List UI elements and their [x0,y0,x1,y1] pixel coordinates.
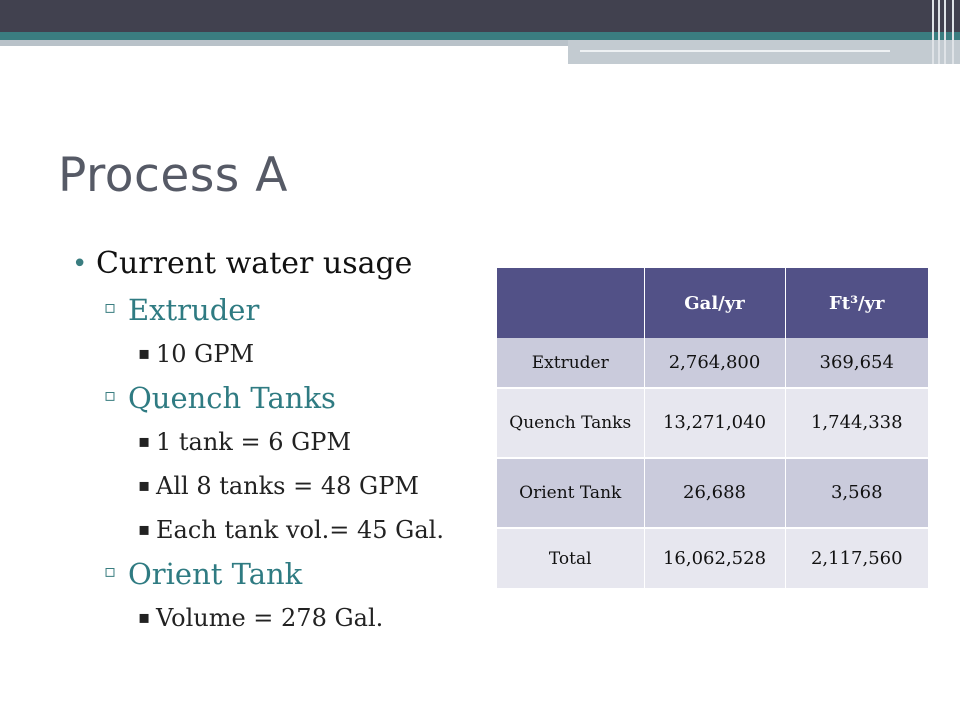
table-row: Orient Tank 26,688 3,568 [497,458,928,529]
table-cell: 2,117,560 [785,528,928,590]
table-cell: Total [497,528,645,590]
header-highlight-line [580,50,890,52]
table-header-cell: Ft³/yr [785,268,928,338]
header-grey-stripe [0,40,568,46]
bullet-text: Orient Tank [128,557,303,591]
table-cell: 1,744,338 [785,388,928,459]
bullet-text: Current water usage [96,246,413,281]
table-cell: 369,654 [785,338,928,389]
bullet-item: ▪ Volume = 278 Gal. [72,596,502,640]
table-row: Quench Tanks 13,271,040 1,744,338 [497,388,928,459]
bullet-item: ▫ Extruder [72,288,502,332]
table-cell: Orient Tank [497,458,645,529]
table-cell: 16,062,528 [644,528,786,590]
table-row: Total 16,062,528 2,117,560 [497,528,928,590]
bullet-item: ▫ Orient Tank [72,552,502,596]
bullet-marker: ▫ [104,561,117,582]
bullet-marker: ▪ [138,607,151,628]
slide-title: Process A [58,148,288,203]
bullet-item: ▪ 10 GPM [72,332,502,376]
bullet-item: • Current water usage [72,244,502,288]
bullet-text: All 8 tanks = 48 GPM [156,472,419,500]
header-grey-block [568,40,960,64]
bullet-text: 10 GPM [156,340,255,368]
bullet-text: Extruder [128,293,260,327]
bullet-text: Quench Tanks [128,381,336,415]
table-cell: Extruder [497,338,645,389]
bullet-list: • Current water usage ▫ Extruder ▪ 10 GPM ▫… [72,244,502,640]
table-header-cell [497,268,645,338]
bullet-marker: ▫ [104,385,117,406]
table-cell: 2,764,800 [644,338,786,389]
bullet-text: 1 tank = 6 GPM [156,428,352,456]
header-band [0,0,960,32]
bullet-marker: ▪ [138,519,151,540]
table-cell: 3,568 [785,458,928,529]
bullet-marker: ▪ [138,475,151,496]
table-cell: 13,271,040 [644,388,786,459]
bullet-marker: ▫ [104,297,117,318]
header-accent-stripe [0,32,960,40]
table-header-row: Gal/yr Ft³/yr [497,268,928,338]
bullet-item: ▪ Each tank vol.= 45 Gal. [72,508,502,552]
bullet-text: Each tank vol.= 45 Gal. [156,516,444,544]
bullet-marker: ▪ [138,343,151,364]
bullet-item: ▫ Quench Tanks [72,376,502,420]
bullet-text: Volume = 278 Gal. [156,604,384,632]
header-vertical-bars [930,0,960,64]
table-cell: 26,688 [644,458,786,529]
table-header-cell: Gal/yr [644,268,786,338]
bullet-item: ▪ All 8 tanks = 48 GPM [72,464,502,508]
bullet-marker: ▪ [138,431,151,452]
table-row: Extruder 2,764,800 369,654 [497,338,928,389]
water-usage-table: Gal/yr Ft³/yr Extruder 2,764,800 369,654… [497,268,928,590]
table-cell: Quench Tanks [497,388,645,459]
bullet-item: ▪ 1 tank = 6 GPM [72,420,502,464]
bullet-marker: • [72,249,88,279]
